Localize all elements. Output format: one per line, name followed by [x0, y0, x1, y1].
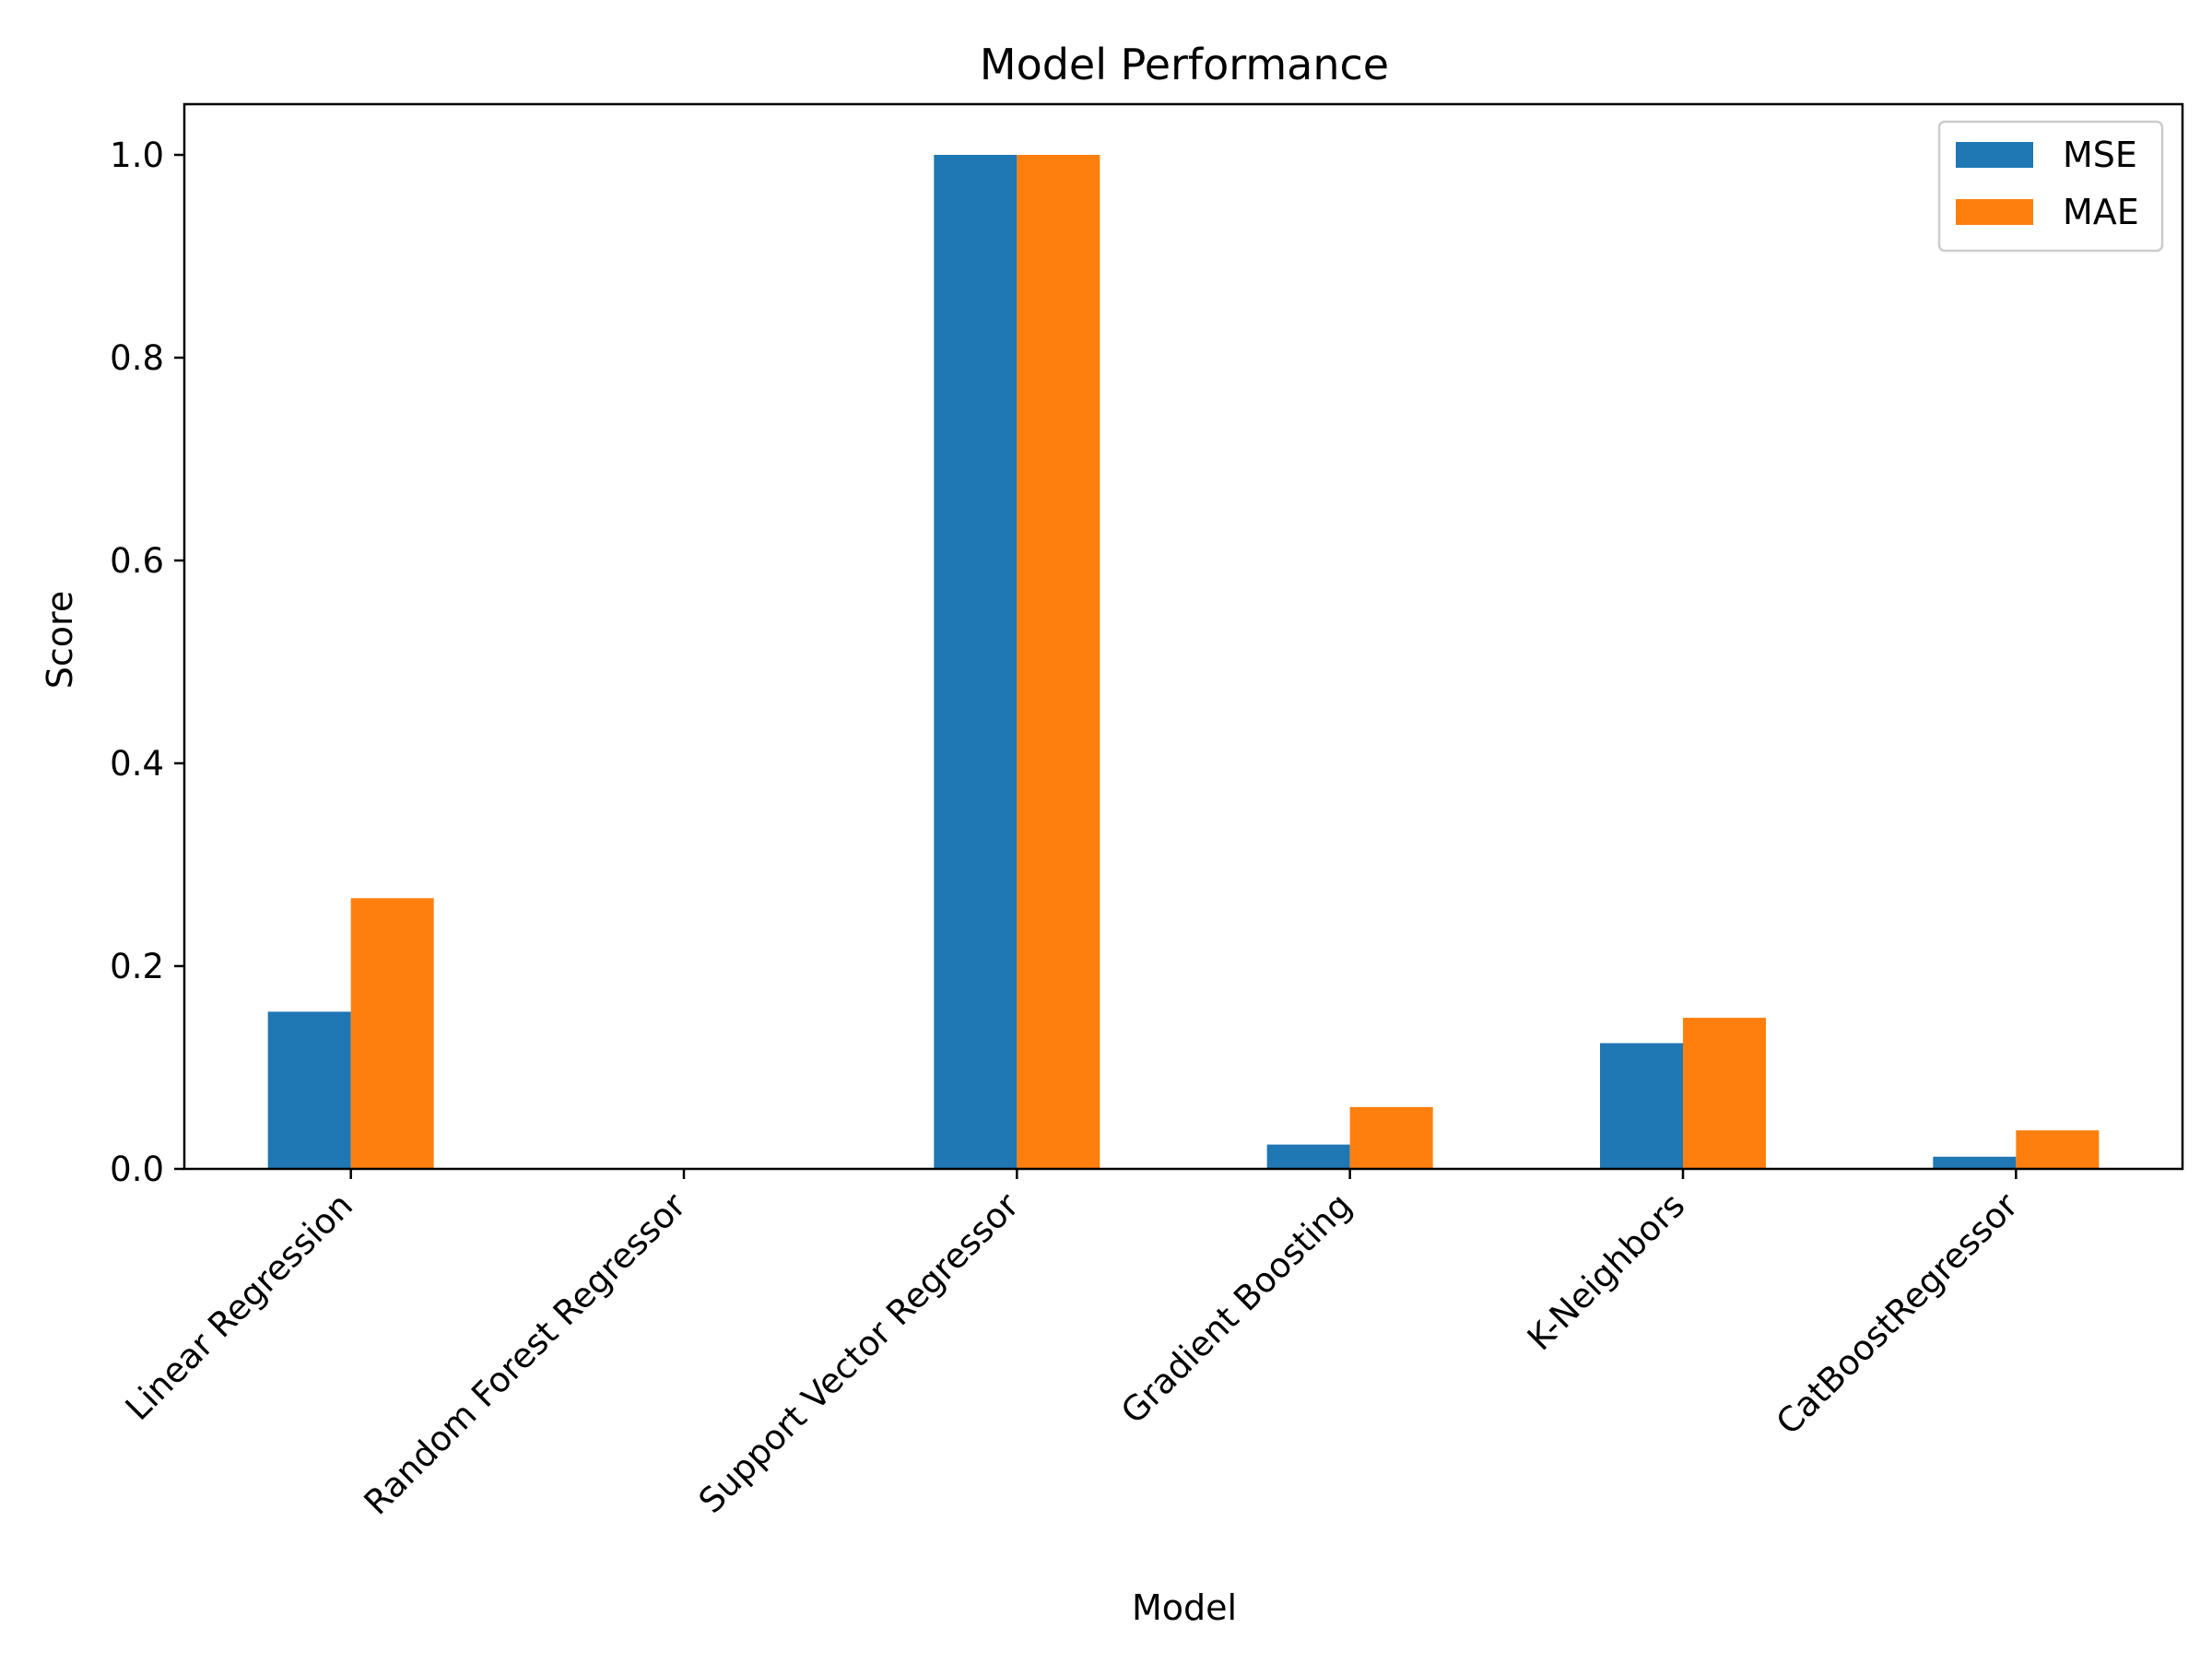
y-tick-label-3: 0.6 [110, 541, 164, 581]
y-tick-label-4: 0.8 [110, 338, 164, 378]
bar-mae-4 [1683, 1018, 1766, 1169]
legend: MSE MAE [1937, 120, 2164, 253]
legend-swatch-mae [1956, 199, 2033, 225]
legend-swatch-mse [1956, 142, 2033, 168]
bar-mae-0 [350, 898, 434, 1169]
x-axis-label: Model [1132, 1587, 1237, 1628]
bar-mse-3 [1266, 1144, 1350, 1169]
y-axis-label: Score [40, 591, 80, 689]
x-tick-label-2: Support Vector Regressor [691, 1185, 1027, 1520]
y-tick-label-5: 1.0 [110, 136, 164, 175]
legend-label-mse: MSE [2063, 135, 2137, 175]
legend-label-mae: MAE [2063, 192, 2139, 232]
bar-mse-0 [267, 1011, 351, 1169]
bar-mae-5 [2016, 1130, 2100, 1169]
y-tick-label-0: 0.0 [110, 1150, 164, 1189]
chart-title: Model Performance [980, 40, 1389, 89]
x-tick-label-5: CatBoostRegressor [1769, 1185, 2026, 1442]
bar-mse-4 [1600, 1043, 1683, 1169]
plot-frame [182, 102, 2184, 1171]
bar-mae-2 [1017, 155, 1100, 1169]
bar-mae-3 [1349, 1106, 1433, 1169]
plot-area: 0.0 0.2 0.4 0.6 0.8 1.0 Linear RegressionRando… [110, 102, 2184, 1523]
bar-mse-5 [1933, 1156, 2017, 1169]
y-tick-label-2: 0.4 [110, 744, 164, 784]
x-tick-label-0: Linear Regression [118, 1185, 360, 1428]
bar-mse-2 [934, 155, 1018, 1169]
x-tick-label-1: Random Forest Regressor [357, 1185, 694, 1522]
x-tick-label-4: K-Neighbors [1520, 1185, 1692, 1358]
y-tick-label-1: 0.2 [110, 947, 164, 986]
x-tick-label-3: Gradient Boosting [1113, 1185, 1359, 1432]
